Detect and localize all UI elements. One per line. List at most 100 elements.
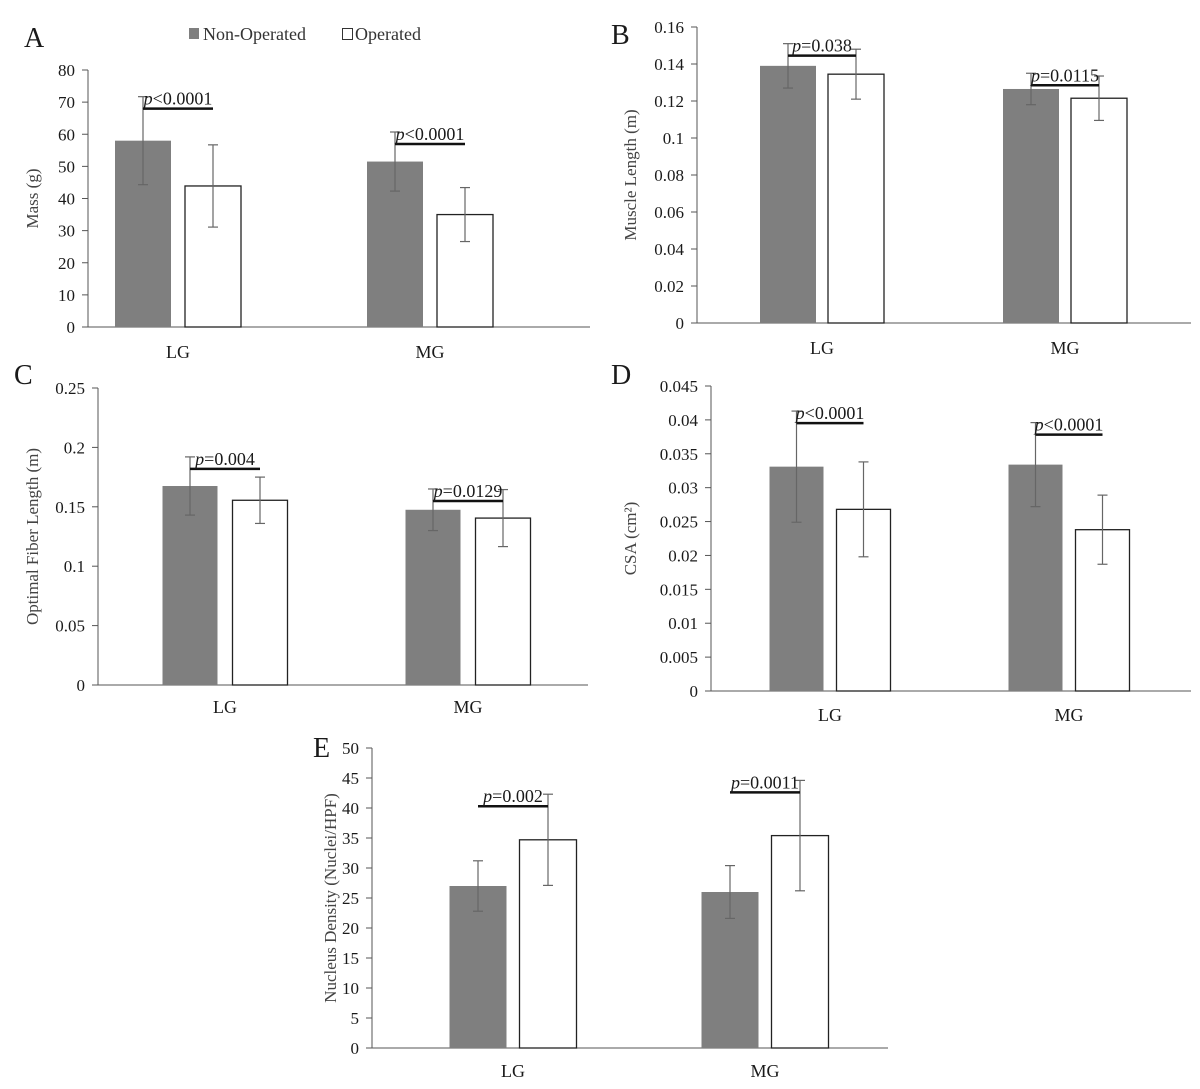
p-value-symbol: p bbox=[394, 124, 405, 144]
p-value-symbol: p bbox=[481, 786, 492, 806]
p-value-text: <0.0001 bbox=[153, 89, 213, 109]
y-tick-label: 0.025 bbox=[660, 513, 698, 532]
y-tick-label: 0.12 bbox=[654, 92, 684, 111]
p-value-text: =0.0011 bbox=[740, 772, 799, 792]
bar-operated-lg bbox=[827, 73, 885, 324]
y-tick-label: 0.05 bbox=[55, 617, 85, 636]
y-tick-label: 0.08 bbox=[654, 166, 684, 185]
y-tick-label: 0.01 bbox=[668, 614, 698, 633]
panel-letter-b: B bbox=[611, 20, 630, 51]
y-tick-label: 0.16 bbox=[654, 18, 684, 37]
bar-non-operated-lg bbox=[162, 486, 218, 685]
category-label-lg: LG bbox=[818, 705, 842, 725]
y-tick-label: 0.005 bbox=[660, 648, 698, 667]
p-value-symbol: p bbox=[729, 772, 740, 792]
legend-swatch-operated bbox=[342, 28, 353, 40]
legend-label-non-operated: Non-Operated bbox=[203, 24, 306, 44]
bar-non-operated-lg bbox=[760, 65, 816, 323]
y-tick-label: 50 bbox=[342, 739, 359, 758]
p-value-symbol: p bbox=[1029, 65, 1040, 85]
p-value-label-mg: p=0.0129 bbox=[432, 481, 503, 501]
y-tick-label: 15 bbox=[342, 949, 359, 968]
category-label-mg: MG bbox=[1054, 705, 1083, 725]
chart-panel-e: E 0 5 10 15 20 25 30 35 40 45 50 Nucleus Density (Nu… bbox=[313, 733, 888, 1081]
category-label-lg: LG bbox=[501, 1061, 525, 1081]
y-tick-label: 50 bbox=[58, 157, 75, 176]
p-value-label-lg: p<0.0001 bbox=[142, 89, 213, 109]
y-tick-label: 0.035 bbox=[660, 445, 698, 464]
y-tick-label: 0.06 bbox=[654, 203, 684, 222]
y-tick-label: 0.1 bbox=[663, 129, 684, 148]
y-tick-label: 0.14 bbox=[654, 55, 684, 74]
bar-non-operated-mg bbox=[405, 509, 461, 685]
p-value-text: =0.002 bbox=[492, 786, 543, 806]
y-tick-label: 5 bbox=[351, 1009, 360, 1028]
category-label-mg: MG bbox=[453, 697, 482, 717]
y-tick-label: 45 bbox=[342, 769, 359, 788]
y-tick-label: 0.1 bbox=[64, 557, 85, 576]
p-value-symbol: p bbox=[794, 403, 805, 423]
y-tick-label: 0.15 bbox=[55, 498, 85, 517]
p-value-label-mg: p=0.0011 bbox=[729, 772, 799, 792]
p-value-label-lg: p<0.0001 bbox=[794, 403, 865, 423]
y-tick-label: 0.015 bbox=[660, 580, 698, 599]
p-value-symbol: p bbox=[432, 481, 443, 501]
y-axis-label: Optimal Fiber Length (m) bbox=[23, 448, 42, 625]
y-tick-label: 40 bbox=[58, 190, 75, 209]
panel-letter-d: D bbox=[611, 360, 631, 391]
y-axis-label: Muscle Length (m) bbox=[621, 109, 640, 240]
y-tick-label: 0.25 bbox=[55, 379, 85, 398]
y-tick-label: 0 bbox=[351, 1039, 360, 1058]
p-value-symbol: p bbox=[790, 36, 801, 56]
y-tick-label: 0 bbox=[690, 682, 699, 701]
p-value-symbol: p bbox=[142, 89, 153, 109]
chart-panel-c: C 0 0.05 0.1 0.15 0.2 0.25 Optimal Fiber Length… bbox=[14, 360, 588, 717]
legend-swatch-non-operated bbox=[189, 28, 199, 39]
bar-operated-mg bbox=[770, 834, 830, 1049]
category-label-lg: LG bbox=[166, 342, 190, 362]
chart-panel-d: D 0 0.005 0.01 0.015 0.02 0.025 0.03 0.035 0.04 0.… bbox=[611, 360, 1191, 725]
p-value-text: <0.0001 bbox=[405, 124, 465, 144]
y-tick-label: 30 bbox=[342, 859, 359, 878]
y-axis-label: Mass (g) bbox=[23, 169, 42, 229]
p-value-label-lg: p=0.004 bbox=[193, 449, 255, 469]
y-tick-label: 60 bbox=[58, 125, 75, 144]
y-tick-label: 80 bbox=[58, 61, 75, 80]
p-value-text: =0.038 bbox=[801, 36, 852, 56]
p-value-text: =0.004 bbox=[204, 449, 255, 469]
y-tick-label: 0.045 bbox=[660, 377, 698, 396]
y-tick-label: 0.02 bbox=[668, 546, 698, 565]
y-axis-label: Nucleus Density (Nuclei/HPF) bbox=[321, 793, 340, 1003]
p-value-label-lg: p=0.002 bbox=[481, 786, 543, 806]
y-tick-label: 20 bbox=[58, 254, 75, 273]
y-tick-label: 20 bbox=[342, 919, 359, 938]
p-value-label-lg: p=0.038 bbox=[790, 36, 852, 56]
panel-letter-a: A bbox=[24, 23, 45, 54]
category-label-lg: LG bbox=[213, 697, 237, 717]
legend: Non-Operated Operated bbox=[189, 24, 421, 44]
p-value-text: =0.0129 bbox=[443, 481, 503, 501]
y-tick-label: 40 bbox=[342, 799, 359, 818]
y-tick-label: 30 bbox=[58, 222, 75, 241]
y-tick-label: 70 bbox=[58, 93, 75, 112]
y-tick-label: 0.03 bbox=[668, 479, 698, 498]
y-tick-label: 10 bbox=[58, 286, 75, 305]
y-tick-label: 0.04 bbox=[654, 240, 684, 259]
p-value-label-mg: p=0.0115 bbox=[1029, 65, 1099, 85]
y-tick-label: 0 bbox=[67, 318, 76, 337]
y-tick-label: 0.2 bbox=[64, 438, 85, 457]
y-tick-label: 10 bbox=[342, 979, 359, 998]
bar-operated-mg bbox=[1070, 97, 1128, 324]
p-value-symbol: p bbox=[193, 449, 204, 469]
y-tick-label: 0.04 bbox=[668, 411, 698, 430]
y-tick-label: 0 bbox=[676, 314, 685, 333]
p-value-text: =0.0115 bbox=[1040, 65, 1099, 85]
y-axis-label: CSA (cm²) bbox=[621, 502, 640, 576]
p-value-text: <0.0001 bbox=[805, 403, 865, 423]
chart-panel-b: B 0 0.02 0.04 0.06 0.08 0.1 0.12 0.14 0.16 Muscle … bbox=[611, 18, 1191, 358]
category-label-mg: MG bbox=[1050, 338, 1079, 358]
y-tick-label: 25 bbox=[342, 889, 359, 908]
panel-letter-e: E bbox=[313, 733, 330, 764]
